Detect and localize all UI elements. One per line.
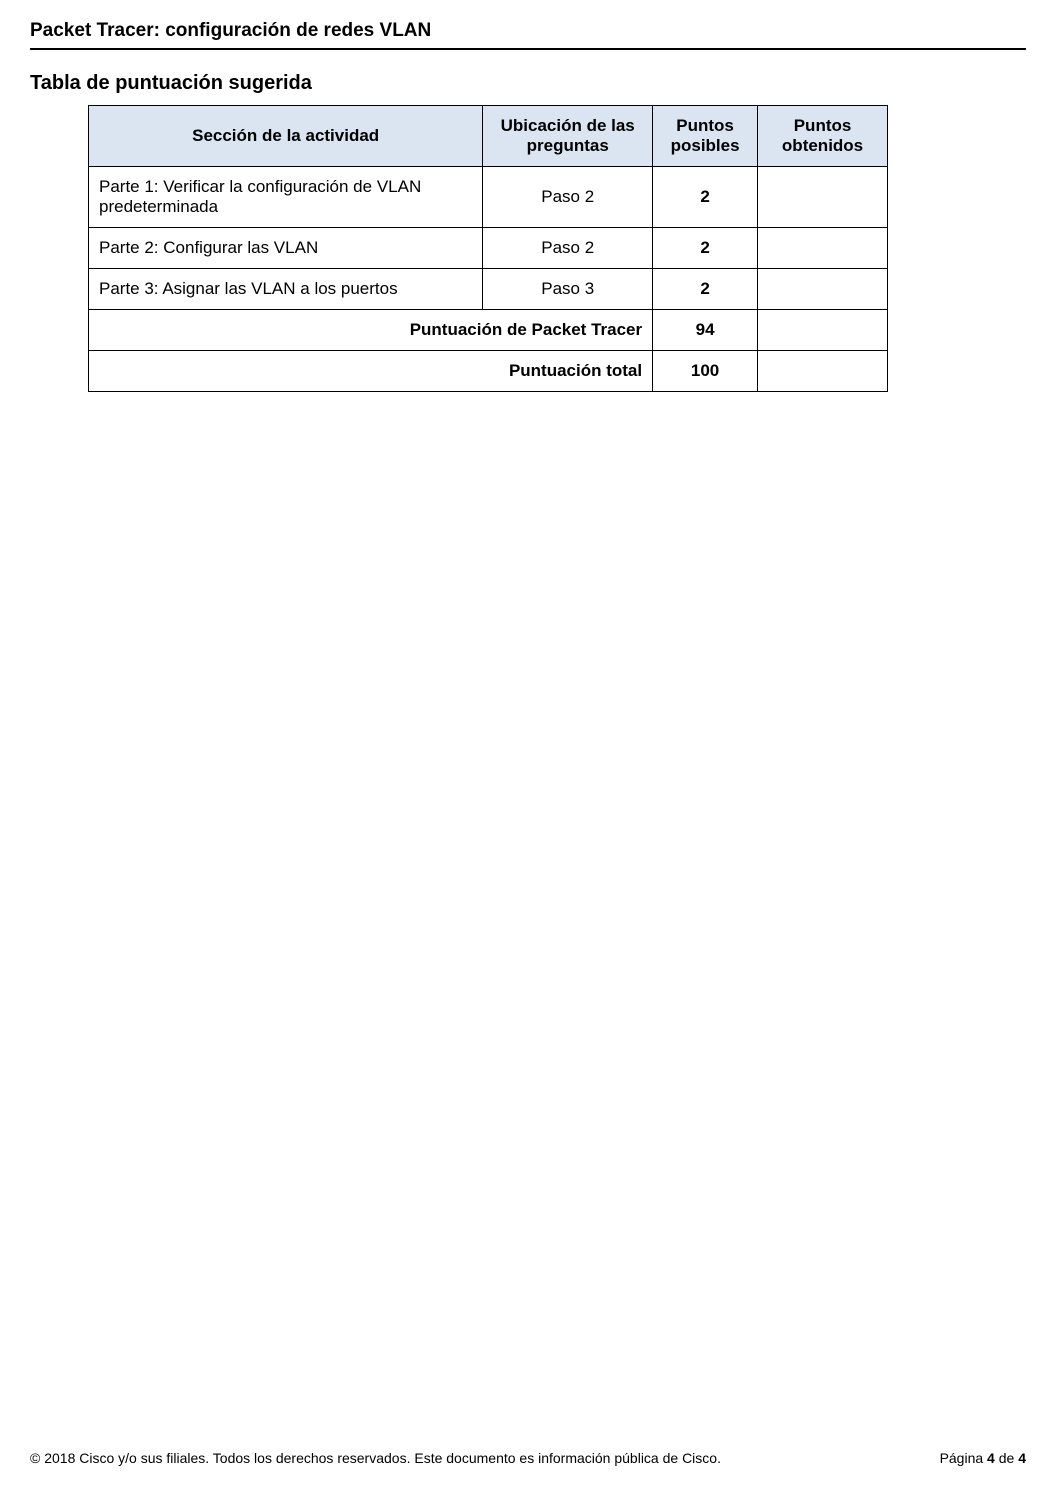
table-row: Parte 1: Verificar la configuración de V… xyxy=(89,167,888,228)
summary-label: Puntuación total xyxy=(89,351,653,392)
col-header-earned: Puntos obtenidos xyxy=(758,106,888,167)
summary-earned xyxy=(758,351,888,392)
score-table: Sección de la actividad Ubicación de las… xyxy=(88,105,888,392)
cell-possible: 2 xyxy=(653,228,758,269)
cell-location: Paso 2 xyxy=(483,167,653,228)
cell-earned xyxy=(758,269,888,310)
cell-location: Paso 2 xyxy=(483,228,653,269)
page-label-prefix: Página xyxy=(940,1450,987,1466)
footer-copyright: © 2018 Cisco y/o sus filiales. Todos los… xyxy=(30,1450,721,1466)
document-title: Packet Tracer: configuración de redes VL… xyxy=(30,20,1026,50)
cell-section: Parte 2: Configurar las VLAN xyxy=(89,228,483,269)
page-total: 4 xyxy=(1018,1450,1026,1466)
table-header-row: Sección de la actividad Ubicación de las… xyxy=(89,106,888,167)
summary-possible: 100 xyxy=(653,351,758,392)
cell-location: Paso 3 xyxy=(483,269,653,310)
cell-section: Parte 3: Asignar las VLAN a los puertos xyxy=(89,269,483,310)
cell-earned xyxy=(758,167,888,228)
col-header-possible: Puntos posibles xyxy=(653,106,758,167)
table-row: Parte 2: Configurar las VLAN Paso 2 2 xyxy=(89,228,888,269)
summary-earned xyxy=(758,310,888,351)
cell-earned xyxy=(758,228,888,269)
cell-possible: 2 xyxy=(653,269,758,310)
col-header-section: Sección de la actividad xyxy=(89,106,483,167)
summary-label: Puntuación de Packet Tracer xyxy=(89,310,653,351)
summary-possible: 94 xyxy=(653,310,758,351)
footer-page-number: Página 4 de 4 xyxy=(940,1450,1026,1466)
table-summary-row: Puntuación de Packet Tracer 94 xyxy=(89,310,888,351)
page-sep: de xyxy=(995,1450,1018,1466)
table-summary-row: Puntuación total 100 xyxy=(89,351,888,392)
cell-possible: 2 xyxy=(653,167,758,228)
cell-section: Parte 1: Verificar la configuración de V… xyxy=(89,167,483,228)
table-row: Parte 3: Asignar las VLAN a los puertos … xyxy=(89,269,888,310)
section-title: Tabla de puntuación sugerida xyxy=(30,72,1026,95)
col-header-location: Ubicación de las preguntas xyxy=(483,106,653,167)
page-current: 4 xyxy=(987,1450,995,1466)
page-footer: © 2018 Cisco y/o sus filiales. Todos los… xyxy=(30,1450,1026,1466)
